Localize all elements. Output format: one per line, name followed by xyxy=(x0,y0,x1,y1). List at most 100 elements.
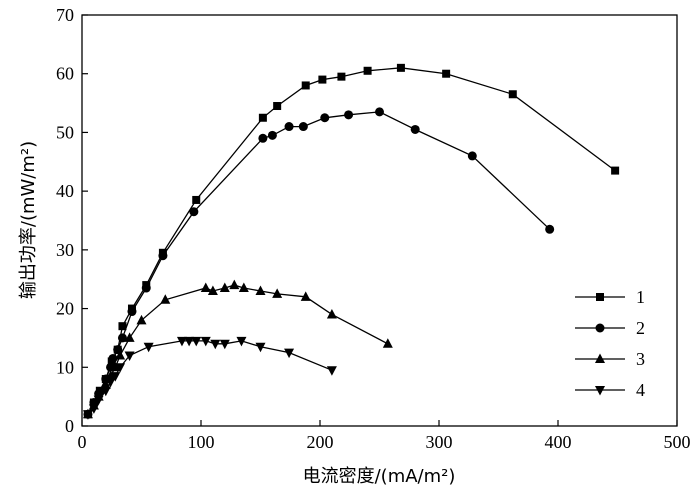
legend-item-1: 1 xyxy=(575,287,645,307)
x-axis-title: 电流密度/(mA/m²) xyxy=(303,466,456,487)
x-tick-label: 300 xyxy=(426,432,453,452)
data-point xyxy=(272,288,283,298)
data-point xyxy=(219,282,230,293)
data-point xyxy=(158,251,168,261)
data-point xyxy=(82,410,93,420)
legend-label: 1 xyxy=(636,287,645,307)
data-point xyxy=(200,282,211,293)
data-point xyxy=(508,90,517,99)
data-point xyxy=(207,285,218,295)
y-tick-label: 60 xyxy=(56,64,74,84)
data-point xyxy=(136,314,147,325)
data-point xyxy=(284,122,294,132)
data-point xyxy=(326,366,337,376)
x-tick-label: 0 xyxy=(78,432,87,452)
data-point xyxy=(105,377,116,388)
legend-item-3: 3 xyxy=(575,349,645,369)
data-point xyxy=(124,332,135,342)
data-point xyxy=(210,339,221,350)
legend-item-4: 4 xyxy=(575,380,645,400)
x-tick-label: 100 xyxy=(188,432,215,452)
y-tick-label: 10 xyxy=(56,357,74,377)
data-point xyxy=(258,133,268,143)
data-point xyxy=(176,336,187,347)
data-point xyxy=(467,151,477,161)
data-point xyxy=(192,195,201,204)
x-tick-label: 200 xyxy=(307,432,334,452)
data-point xyxy=(442,69,451,78)
data-point xyxy=(337,72,346,81)
legend-label: 3 xyxy=(636,349,645,369)
data-point xyxy=(255,342,266,353)
data-point xyxy=(255,285,266,295)
series-line-4 xyxy=(87,340,333,415)
series-line-3 xyxy=(87,284,389,415)
data-point xyxy=(229,279,240,290)
series-2 xyxy=(83,107,555,419)
data-point xyxy=(363,66,372,75)
series-3 xyxy=(82,279,393,419)
data-point xyxy=(219,339,230,350)
data-point xyxy=(110,361,121,372)
data-point xyxy=(88,404,99,414)
data-point xyxy=(115,350,126,360)
x-tick-label: 400 xyxy=(545,432,572,452)
data-point xyxy=(382,338,393,348)
data-point xyxy=(108,353,118,363)
series-line-2 xyxy=(87,111,551,415)
data-point xyxy=(184,336,195,347)
data-point xyxy=(611,166,620,175)
y-tick-label: 30 xyxy=(56,240,74,260)
data-point xyxy=(117,333,127,343)
y-tick-label: 70 xyxy=(56,5,74,25)
x-tick-label: 500 xyxy=(664,432,691,452)
data-point xyxy=(115,363,126,373)
data-point xyxy=(236,336,247,347)
data-point xyxy=(238,282,249,293)
legend-marker xyxy=(595,323,605,333)
data-point xyxy=(143,342,154,353)
data-point xyxy=(545,224,555,234)
data-point xyxy=(200,336,211,347)
data-point xyxy=(258,113,267,122)
data-point xyxy=(410,124,420,134)
data-point xyxy=(396,63,405,72)
legend-label: 2 xyxy=(636,318,645,338)
data-point xyxy=(191,336,202,347)
data-point xyxy=(100,386,111,397)
y-tick-label: 50 xyxy=(56,122,74,142)
data-point xyxy=(344,110,354,120)
legend-marker xyxy=(595,386,605,396)
data-point xyxy=(298,122,308,132)
data-point xyxy=(375,107,384,117)
plot-frame xyxy=(81,14,678,427)
data-point xyxy=(300,291,311,301)
legend: 1 2 3 4 xyxy=(575,287,645,400)
series-layer xyxy=(82,63,620,420)
series-line-1 xyxy=(87,67,616,415)
data-point xyxy=(301,81,310,90)
legend-marker xyxy=(596,293,604,301)
y-tick-label: 0 xyxy=(65,416,74,436)
legend-marker xyxy=(595,353,605,363)
data-point xyxy=(118,322,127,331)
series-4 xyxy=(82,336,337,420)
data-point xyxy=(110,372,121,382)
data-point xyxy=(160,294,171,304)
data-point xyxy=(326,308,337,319)
data-point xyxy=(284,348,295,359)
y-axis-title: 输出功率/(mW/m²) xyxy=(18,141,39,299)
y-tick-label: 40 xyxy=(56,181,74,201)
data-point xyxy=(320,113,330,123)
data-point xyxy=(318,75,327,84)
legend-item-2: 2 xyxy=(575,318,645,338)
y-tick-label: 20 xyxy=(56,299,74,319)
data-point xyxy=(273,102,282,111)
data-point xyxy=(189,207,199,217)
data-point xyxy=(105,370,116,381)
data-point xyxy=(267,130,277,140)
data-point xyxy=(127,307,137,317)
legend-label: 4 xyxy=(636,380,645,400)
data-point xyxy=(141,283,151,293)
